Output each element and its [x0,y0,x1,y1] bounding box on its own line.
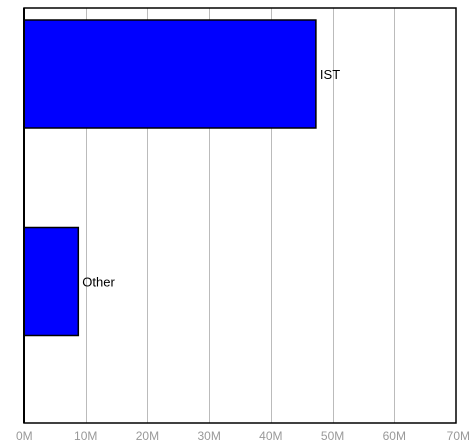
bar-labels: IST Other [82,67,340,290]
x-tick-label-20m: 20M [136,429,159,443]
bars [23,19,317,337]
bar-other [23,226,80,337]
plot-frame [23,7,457,424]
x-tick-label-0m: 0M [16,429,33,443]
bar-label-other: Other [82,275,115,290]
x-tick-label-60m: 60M [383,429,406,443]
x-tick-label-30m: 30M [197,429,220,443]
x-tick-label-40m: 40M [259,429,282,443]
bar-ist [23,19,317,129]
x-tick-label-70m: 70M [447,429,470,443]
x-tick-label-10m: 10M [74,429,97,443]
x-axis-ticks: 0M 10M 20M 30M 40M 50M 60M 70M [16,429,470,443]
bar-label-ist: IST [320,67,340,82]
x-tick-label-50m: 50M [321,429,344,443]
